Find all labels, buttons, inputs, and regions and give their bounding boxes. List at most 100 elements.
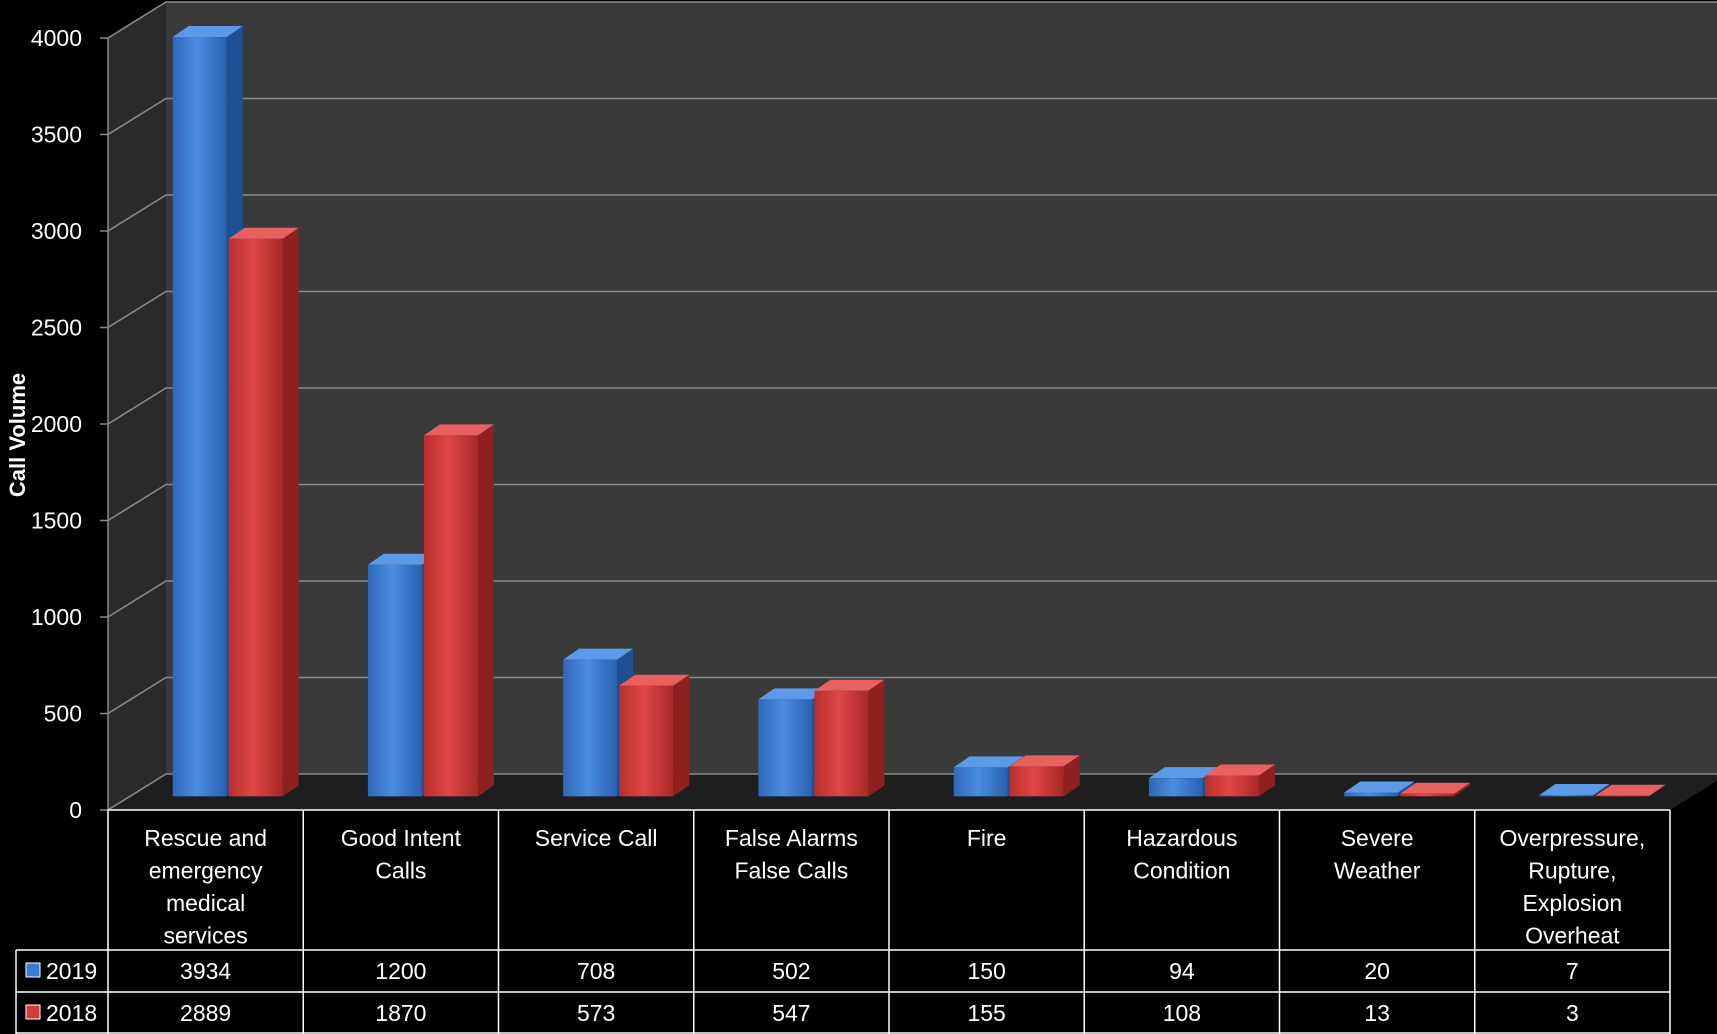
y-tick-label: 1500: [31, 508, 82, 534]
bar-side: [1063, 755, 1080, 797]
gridline: [107, 97, 1717, 136]
bar: [1539, 794, 1594, 797]
gridline: [107, 194, 1717, 232]
y-tick-label: 2000: [31, 411, 82, 437]
bar-top: [228, 227, 299, 239]
legend-key-2019: [25, 962, 41, 978]
bar-side: [1454, 782, 1471, 797]
bar-side: [673, 674, 690, 797]
data-label: 150: [967, 958, 1005, 984]
data-label: 2889: [180, 1000, 231, 1026]
category-label: Overpressure,: [1500, 825, 1646, 851]
bars: [172, 26, 1666, 797]
category-label: Explosion: [1523, 890, 1623, 916]
data-label: 20: [1364, 958, 1390, 984]
legend-key-2018: [25, 1004, 41, 1020]
data-label: 3934: [180, 958, 231, 984]
data-label: 7: [1566, 958, 1579, 984]
bar-top: [367, 553, 438, 565]
y-tick-label: 2500: [31, 315, 82, 341]
floor: [108, 774, 1717, 810]
gridline: [107, 580, 1717, 618]
bar: [758, 699, 813, 797]
data-label: 108: [1163, 1000, 1201, 1026]
data-label: 1200: [375, 958, 426, 984]
category-label: Weather: [1334, 858, 1421, 884]
bar-top: [563, 648, 634, 660]
bar-top: [619, 674, 690, 686]
y-axis-label: Call Volume: [5, 373, 30, 497]
bar-top: [1204, 764, 1275, 776]
category-label: Rupture,: [1528, 858, 1616, 884]
category-label: False Alarms: [725, 825, 858, 851]
gridline: [107, 290, 1717, 329]
data-label: 94: [1169, 958, 1195, 984]
bar-side: [1649, 784, 1666, 797]
gridline: [107, 1, 1717, 39]
data-label: 547: [772, 1000, 810, 1026]
bar: [953, 767, 1008, 797]
bar-side: [1593, 783, 1610, 797]
bar-top: [814, 679, 885, 691]
category-label: Overheat: [1525, 923, 1620, 949]
bar-top: [1148, 767, 1219, 779]
bar-top: [953, 756, 1024, 768]
bar: [1148, 778, 1203, 797]
bar-top: [1595, 784, 1666, 796]
category-label: medical: [166, 890, 245, 916]
y-tick-label: 3000: [31, 218, 82, 244]
plot-walls: [108, 2, 1717, 810]
bar-top: [1400, 782, 1471, 794]
category-label: Fire: [967, 825, 1007, 851]
bar-top: [1009, 755, 1080, 767]
category-label: Calls: [375, 858, 426, 884]
gridline: [107, 387, 1717, 425]
bar: [423, 435, 478, 797]
legend-label-2019: 2019: [46, 958, 97, 984]
category-label: emergency: [149, 858, 263, 884]
data-label: 3: [1566, 1000, 1579, 1026]
data-table: Rescue and emergency medical services Good I…: [15, 809, 1671, 1034]
category-label: services: [163, 923, 247, 949]
category-label: Severe: [1341, 825, 1414, 851]
bar: [563, 659, 618, 797]
data-label: 1870: [375, 1000, 426, 1026]
category-label: Service Call: [535, 825, 658, 851]
y-tick-label: 0: [69, 797, 82, 823]
legend-label-2018: 2018: [46, 1000, 97, 1026]
data-label: 573: [577, 1000, 615, 1026]
bar-top: [758, 688, 829, 700]
bar-top: [172, 26, 243, 38]
bar: [1595, 795, 1650, 797]
bar: [814, 690, 869, 797]
category-label: Rescue and: [144, 825, 267, 851]
data-label: 502: [772, 958, 810, 984]
bar: [172, 37, 227, 797]
bar: [228, 238, 283, 797]
data-label: 155: [967, 1000, 1005, 1026]
bar-side: [1258, 764, 1275, 797]
bar: [367, 564, 422, 797]
bar: [1400, 793, 1455, 797]
bar: [1009, 766, 1064, 797]
bar-side: [477, 424, 494, 797]
data-label: 13: [1364, 1000, 1390, 1026]
gridline: [107, 483, 1717, 522]
bar: [1344, 792, 1399, 797]
bar-side: [868, 679, 885, 797]
y-tick-label: 1000: [31, 604, 82, 630]
bar-top: [1539, 783, 1610, 795]
y-tick-label: 4000: [31, 25, 82, 51]
bar: [1204, 775, 1259, 797]
bar: [619, 685, 674, 797]
category-label: Hazardous: [1126, 825, 1237, 851]
category-label: Condition: [1133, 858, 1230, 884]
y-tick-label: 3500: [31, 122, 82, 148]
bar-side: [282, 227, 299, 797]
gridline: [107, 676, 1717, 715]
category-label: Good Intent: [341, 825, 462, 851]
y-axis-ticks: 0 500 1000 1500 2000 2500 3000 3500 4000: [31, 25, 82, 823]
category-label: False Calls: [734, 858, 848, 884]
bar-top: [423, 424, 494, 436]
